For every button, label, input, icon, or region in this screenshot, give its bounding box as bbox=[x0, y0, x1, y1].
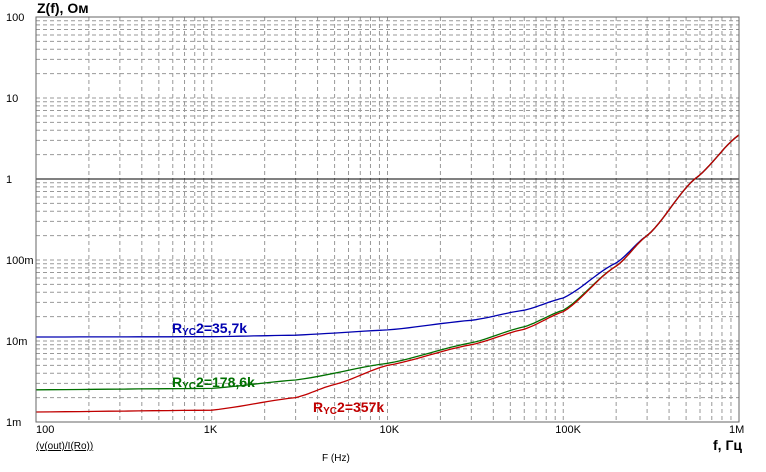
x-axis-label: f, Гц bbox=[713, 437, 742, 453]
series-label: RYC2=178,6k bbox=[172, 374, 255, 392]
chart-title: Z(f), Ом bbox=[37, 0, 89, 16]
y-tick-label: 10m bbox=[6, 336, 27, 348]
series-label: RYC2=357k bbox=[313, 399, 384, 417]
series-labels: RYC2=35,7k RYC2=178,6k RYC2=357k bbox=[172, 320, 384, 417]
x-tick-label: 100 bbox=[36, 424, 54, 436]
x-tick-label: 1K bbox=[204, 424, 218, 436]
curves bbox=[35, 134, 740, 413]
x-tick-label: 100K bbox=[555, 424, 581, 436]
y-tick-label: 100m bbox=[6, 255, 34, 267]
ticks: 100 1K 10K 100K 1M 100 10 1 100m 10m 1m bbox=[6, 12, 744, 436]
trace-name[interactable]: (v(out)/I(Ro)) bbox=[36, 441, 93, 452]
y-tick-label: 1 bbox=[6, 174, 12, 186]
series-label: RYC2=35,7k bbox=[172, 320, 247, 338]
x-tick-label: 1M bbox=[729, 424, 744, 436]
series-line-2 bbox=[35, 134, 740, 413]
y-tick-label: 100 bbox=[6, 12, 24, 24]
y-tick-label: 1m bbox=[6, 417, 21, 429]
grid bbox=[36, 17, 739, 422]
x-tick-label: 10K bbox=[380, 424, 400, 436]
plot-frame bbox=[35, 16, 740, 423]
y-tick-label: 10 bbox=[6, 93, 18, 105]
x-axis-caption: F (Hz) bbox=[322, 453, 350, 464]
